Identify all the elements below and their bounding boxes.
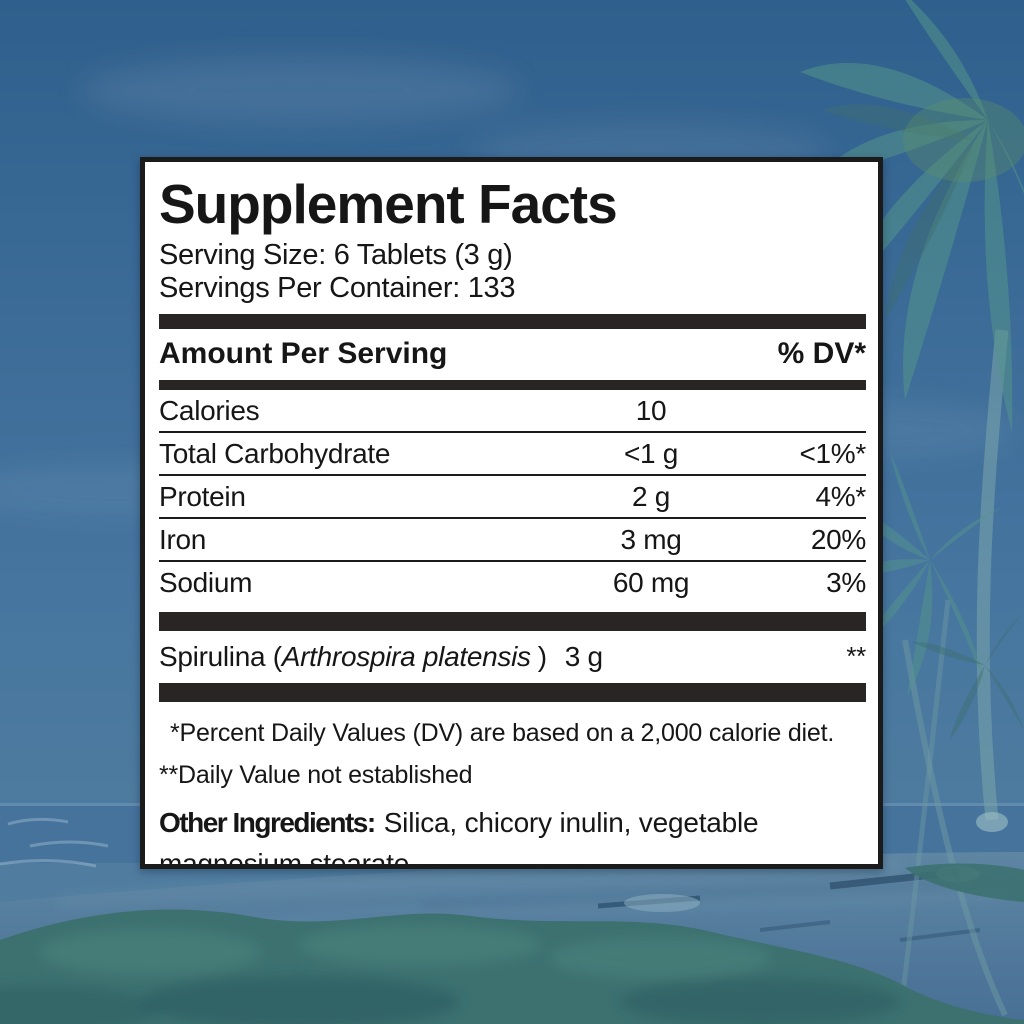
nutrient-amount: 10 [635,394,667,426]
other-ingredients: Other Ingredients: Silica, chicory inulin… [159,802,866,869]
supplement-facts-panel: Supplement Facts Serving Size: 6 Tablets… [140,157,883,869]
nutrient-name: Total Carbohydrate [159,437,391,469]
servings-per-container: Servings Per Container: 133 [159,272,516,304]
spirulina-row: Spirulina ( Arthrospira platensis ) 3 g … [159,641,866,672]
nutrient-name: Protein [159,480,246,512]
nutrient-name: Calories [159,394,260,426]
table-row-iron: Iron 3 mg 20% [159,519,866,562]
nutrient-dv: 20% [810,523,866,555]
spirulina-amount: 3 g [564,641,603,672]
nutrient-dv: 3% [826,566,866,598]
table-row-calories: Calories 10 [159,390,866,433]
palm-crown-top [800,0,1024,432]
panel-title: Supplement Facts [159,173,618,235]
spirulina-name: Spirulina ( [159,641,282,672]
table-row-protein: Protein 2 g 4%* [159,476,866,519]
footnote-not-established: **Daily Value not established [159,761,473,789]
divider-bar [159,683,866,702]
spirulina-latin-name: Arthrospira platensis [281,641,531,672]
palm-trees [800,0,1024,1017]
grass [0,863,1024,1024]
palm-trunk [976,329,1009,821]
divider-bar [159,380,866,390]
nutrient-dv: <1%* [799,437,866,469]
other-ingredients-heading: Other Ingredients: [159,807,376,838]
nutrient-name: Iron [159,523,207,555]
footnote-percent-dv: *Percent Daily Values (DV) are based on … [170,719,835,747]
serving-size: Serving Size: 6 Tablets (3 g) [159,239,513,271]
nutrient-amount: 60 mg [612,566,690,598]
table-row-carbohydrate: Total Carbohydrate <1 g <1%* [159,433,866,476]
table-row-sodium: Sodium 60 mg 3% [159,562,866,603]
other-ingredients-text: Silica, chicory inulin, vegetable magnes… [159,807,759,869]
nutrient-name: Sodium [159,566,253,598]
divider-bar [159,314,866,329]
percent-dv-header: % DV* [777,337,866,370]
palm-crown-top-shadow [822,104,975,320]
table-header: Amount Per Serving % DV* [159,329,866,380]
nutrient-amount: <1 g [623,437,679,469]
spirulina-dv: ** [846,641,866,671]
amount-per-serving-header: Amount Per Serving [159,337,448,370]
nutrient-dv: 4%* [815,480,867,512]
divider-bar [159,612,866,631]
nutrient-amount: 2 g [631,480,671,512]
nutrient-amount: 3 mg [620,523,682,555]
whitecaps [0,817,109,868]
palm-crown-low [912,612,1024,740]
